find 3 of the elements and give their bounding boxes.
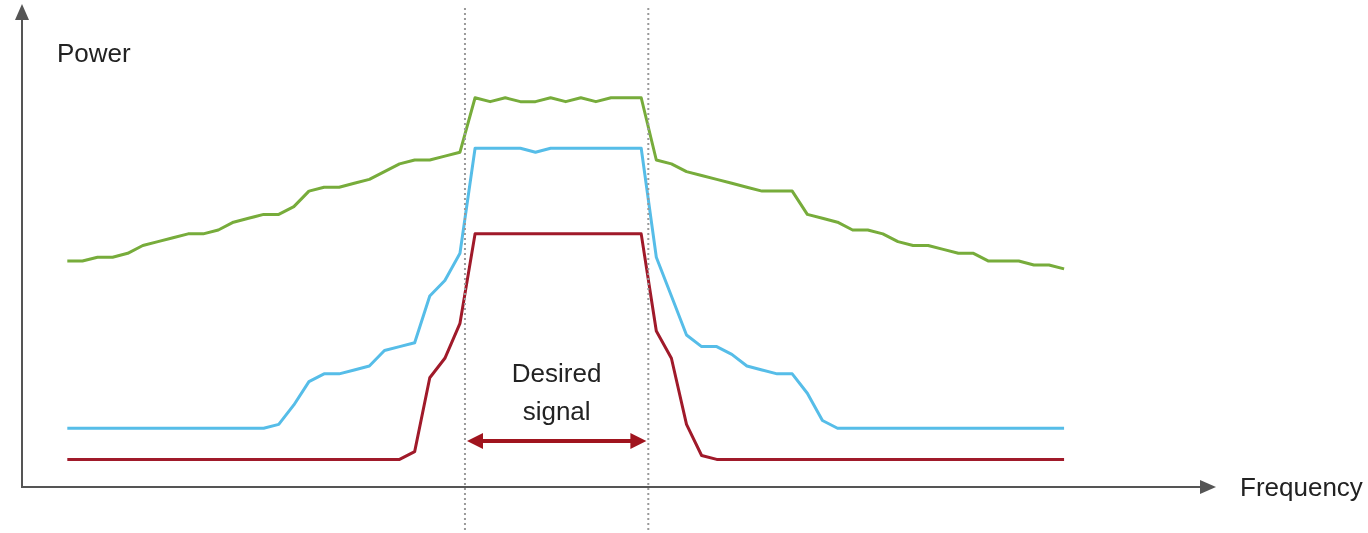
x-axis-title: Frequency bbox=[1240, 471, 1363, 502]
y-axis-title: Power bbox=[57, 38, 132, 69]
annotation: Desired signal bbox=[511, 357, 602, 426]
